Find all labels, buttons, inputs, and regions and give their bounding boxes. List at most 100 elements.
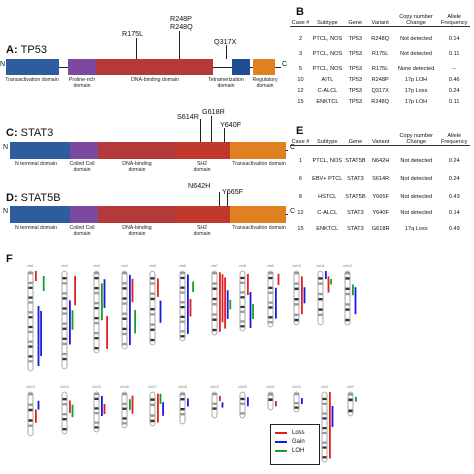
tp53-label-proline-rich: Proline-rich domain	[68, 77, 96, 89]
chromosome-label: chr4	[121, 264, 128, 268]
table-cell: 6	[298, 175, 303, 182]
table-cell: Not detected	[400, 193, 433, 200]
cnv-segment-loh	[355, 396, 357, 402]
chromosome-band	[122, 417, 127, 420]
panel-f-letter: F	[6, 253, 13, 265]
stat3-mutation-stem-s614r	[200, 119, 201, 142]
chromosome-band	[294, 287, 299, 291]
cnv-segment-gain	[303, 287, 306, 304]
stat5b-n-terminus: N	[3, 208, 9, 215]
chromosome-label: chr3	[93, 264, 100, 268]
legend-item-loss: Loss	[271, 428, 319, 437]
chromosome-band	[150, 297, 155, 301]
cnv-segment-loss	[35, 271, 37, 281]
chromosome-band	[28, 360, 33, 363]
table-row: 2 PTCL, NOS TP53 R248Q Not detected 0.14	[290, 27, 470, 42]
chromosome-band	[268, 398, 273, 402]
stat5b-domain-n-terminal	[10, 206, 70, 223]
chromosome-band	[150, 292, 155, 295]
table-cell: 8	[298, 193, 303, 200]
cnv-segment-loh	[42, 276, 45, 291]
chromosome-band	[122, 282, 127, 285]
table-cell: 0.46	[448, 76, 460, 83]
chromosome-band	[122, 302, 127, 305]
table-e-header-cnv: Copy number Change	[394, 133, 439, 146]
chromosome-band	[62, 312, 67, 315]
chromosome-band	[180, 272, 185, 275]
tp53-mutation-q317x: Q317X	[214, 37, 237, 46]
stat3-mutation-stem-y640f	[224, 128, 225, 142]
chromosome-band	[294, 298, 299, 301]
stat3-label-transactivation: Transactivation domain	[232, 161, 286, 167]
chromosome-band	[268, 316, 273, 319]
chromosome-band	[345, 272, 350, 275]
tp53-domain-transactivation	[6, 59, 59, 75]
chromosome-band	[268, 306, 273, 309]
cnv-segment-gain	[301, 398, 303, 404]
chromosome-band	[62, 342, 67, 346]
chromosome-band	[28, 316, 33, 319]
stat3-label-coiled-coil: Coiled Coil domain	[69, 161, 95, 173]
chromosome-label: chr12	[343, 264, 352, 268]
chromosome-band	[62, 292, 67, 295]
cnv-segment-loss	[224, 277, 226, 329]
cnv-segment-loss	[106, 316, 108, 349]
table-b-header-af: Allele Frequency	[438, 14, 470, 27]
chromosome-band	[180, 408, 185, 411]
cnv-segment-gain	[37, 306, 40, 366]
table-cell: 0.24	[448, 157, 460, 164]
chromosome-band	[150, 313, 155, 316]
cnv-segment-loss	[219, 395, 221, 402]
chromosome-band	[28, 296, 33, 299]
table-cell: STAT3	[347, 175, 364, 182]
chromosome-band	[122, 317, 127, 320]
chromosome-ideogram	[93, 270, 100, 354]
cnv-segment-gain	[69, 300, 71, 345]
panel-c-title: C: STAT3	[6, 127, 53, 139]
tp53-mutation-r248q: R248Q	[170, 22, 193, 31]
table-cell: 5	[298, 65, 303, 72]
table-cell: C-ALCL	[317, 87, 338, 94]
chromosome-band	[94, 287, 99, 290]
cnv-segment-loh	[129, 399, 131, 410]
chromosome-band	[322, 412, 327, 415]
table-cell: STAT5B	[345, 193, 366, 200]
chromosome-band	[28, 272, 33, 275]
cnv-segment-loh	[352, 284, 354, 296]
chromosome-band	[180, 291, 185, 294]
chromosome-band	[240, 291, 245, 294]
table-row: 15 ENKTCL STAT3 G618R 17q Loss 0.49	[290, 216, 470, 232]
cnv-segment-loss	[221, 274, 224, 323]
chromosome-band	[180, 330, 185, 333]
chromosome-band	[122, 407, 127, 410]
chromosome-band	[348, 393, 353, 396]
cnv-segment-loss	[247, 274, 249, 295]
panel-d-title: D: STAT5B	[6, 192, 61, 204]
cnv-segment-loss	[131, 395, 134, 414]
chromosome-label: chr5	[149, 264, 156, 268]
table-cell: Not detected	[400, 50, 432, 57]
chromosome-band	[268, 276, 273, 280]
table-cell: Y640F	[372, 209, 389, 216]
table-cell: Not detected	[400, 35, 432, 42]
chromosome-band	[268, 272, 273, 275]
chromosome-band	[62, 352, 67, 356]
chromosome-band	[62, 418, 67, 421]
chromosome-band	[180, 398, 185, 401]
chromosome-band	[318, 277, 323, 280]
table-cell: 0.11	[448, 98, 460, 105]
chromosome-band	[240, 412, 245, 415]
cnv-segment-gain	[129, 274, 131, 346]
chromosome-band	[62, 337, 67, 341]
table-cell: 0.14	[448, 35, 460, 42]
table-b-header-subtype: Subtype	[311, 14, 344, 27]
cnv-segment-loss	[35, 409, 37, 423]
chromosome-band	[122, 272, 127, 275]
cnv-segment-loss	[157, 393, 159, 423]
chromosome-band	[62, 413, 67, 416]
tp53-domain-proline-rich	[68, 59, 96, 75]
chromosome-band	[122, 297, 127, 300]
table-cell: 0.43	[448, 193, 460, 200]
chromosome-band	[94, 272, 99, 275]
chromosome-label: chr7	[211, 264, 218, 268]
